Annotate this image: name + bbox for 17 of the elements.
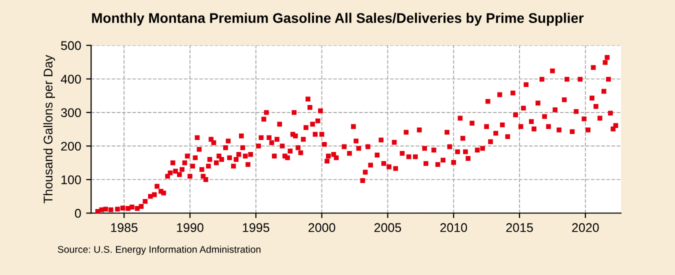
x-tick-label: 2010: [440, 223, 468, 232]
y-tick-label: 0: [74, 208, 81, 218]
x-tick-label: 1990: [177, 223, 204, 232]
x-tick-label: 2020: [572, 223, 599, 232]
y-tick-label: 100: [62, 175, 81, 184]
x-tick-label: 1995: [242, 223, 270, 232]
y-tick-label: 200: [61, 142, 81, 151]
x-tick-label: 2005: [374, 223, 402, 232]
y-tick-label: 500: [61, 41, 81, 50]
x-tick-label: 1985: [111, 223, 138, 232]
source-note: Source: U.S. Energy Information Administration: [58, 246, 260, 255]
y-tick-label: 400: [60, 74, 81, 84]
y-tick-label: 300: [61, 108, 81, 118]
y-axis-title: Thousand Gallons per Day: [43, 54, 55, 204]
chart-title: Monthly Montana Premium Gasoline All Sales/Deliveries by Prime Supplier: [92, 12, 584, 26]
x-tick-label: 2000: [308, 223, 336, 232]
x-tick-label: 2015: [506, 223, 533, 232]
